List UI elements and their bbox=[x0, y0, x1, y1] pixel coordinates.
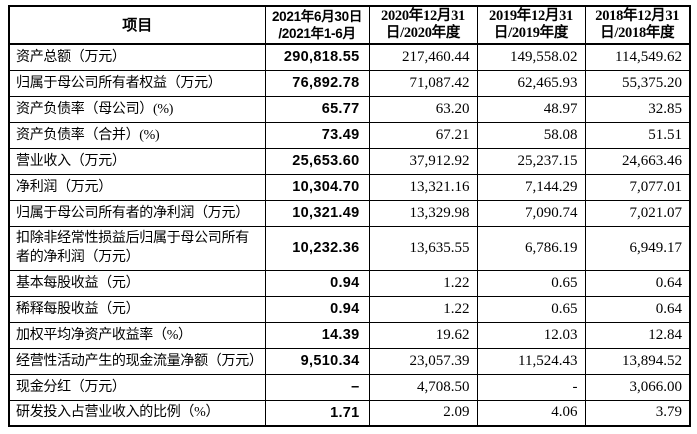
cell-value: 0.65 bbox=[476, 269, 586, 297]
cell-value: 73.49 bbox=[264, 121, 370, 149]
cell-value: 63.20 bbox=[368, 95, 478, 123]
financial-summary-table: 项目 2021年6月30日 /2021年1-6月 2020年12月31 日/2020… bbox=[8, 5, 691, 427]
cell-value: 58.08 bbox=[476, 121, 586, 149]
row-label: 归属于母公司所有者权益（万元） bbox=[8, 69, 266, 97]
cell-value: 1.71 bbox=[264, 399, 370, 427]
row-label: 资产负债率（合并）(%) bbox=[8, 121, 266, 149]
table-row: 归属于母公司所有者权益（万元） 76,892.78 71,087.42 62,465.… bbox=[8, 69, 691, 97]
row-label: 扣除非经常性损益后归属于母公司所有者的净利润（万元） bbox=[8, 225, 266, 271]
table-row: 资产负债率（母公司）(%) 65.77 63.20 48.97 32.85 bbox=[8, 95, 691, 123]
column-header-3: 2019年12月31 日/2019年度 bbox=[476, 5, 586, 45]
cell-value: 14.39 bbox=[264, 321, 370, 349]
table-row: 扣除非经常性损益后归属于母公司所有者的净利润（万元） 10,232.36 13,63… bbox=[8, 225, 691, 271]
cell-value: 0.94 bbox=[264, 269, 370, 297]
row-label: 资产负债率（母公司）(%) bbox=[8, 95, 266, 123]
cell-value: 7,090.74 bbox=[476, 199, 586, 227]
cell-value: 11,524.43 bbox=[476, 347, 586, 375]
table-row: 研发投入占营业收入的比例（%） 1.71 2.09 4.06 3.79 bbox=[8, 399, 691, 427]
cell-value: 0.94 bbox=[264, 295, 370, 323]
cell-value: 0.64 bbox=[584, 269, 691, 297]
cell-value: 23,057.39 bbox=[368, 347, 478, 375]
row-label: 稀释每股收益（元） bbox=[8, 295, 266, 323]
cell-value: 7,144.29 bbox=[476, 173, 586, 201]
cell-value: 4.06 bbox=[476, 399, 586, 427]
cell-value: 1.22 bbox=[368, 295, 478, 323]
row-label: 资产总额（万元） bbox=[8, 43, 266, 71]
table-row: 稀释每股收益（元） 0.94 1.22 0.65 0.64 bbox=[8, 295, 691, 323]
cell-value: 6,786.19 bbox=[476, 225, 586, 271]
row-label: 营业收入（万元） bbox=[8, 147, 266, 175]
cell-value: 32.85 bbox=[584, 95, 691, 123]
table-body: 资产总额（万元） 290,818.55 217,460.44 149,558.02 11… bbox=[8, 43, 691, 427]
cell-value: 62,465.93 bbox=[476, 69, 586, 97]
cell-value: 1.22 bbox=[368, 269, 478, 297]
cell-value: 13,635.55 bbox=[368, 225, 478, 271]
table-row: 营业收入（万元） 25,653.60 37,912.92 25,237.15 24,66… bbox=[8, 147, 691, 175]
cell-value: 65.77 bbox=[264, 95, 370, 123]
table-row: 归属于母公司所有者的净利润（万元） 10,321.49 13,329.98 7,090… bbox=[8, 199, 691, 227]
cell-value: 12.03 bbox=[476, 321, 586, 349]
cell-value: 3,066.00 bbox=[584, 373, 691, 401]
cell-value: 290,818.55 bbox=[264, 43, 370, 71]
cell-value: 48.97 bbox=[476, 95, 586, 123]
cell-value: 25,237.15 bbox=[476, 147, 586, 175]
row-label: 经营性活动产生的现金流量净额（万元） bbox=[8, 347, 266, 375]
column-header-2: 2020年12月31 日/2020年度 bbox=[368, 5, 478, 45]
cell-value: 25,653.60 bbox=[264, 147, 370, 175]
cell-value: 19.62 bbox=[368, 321, 478, 349]
row-label: 研发投入占营业收入的比例（%） bbox=[8, 399, 266, 427]
cell-value: 24,663.46 bbox=[584, 147, 691, 175]
cell-value: 0.64 bbox=[584, 295, 691, 323]
cell-value: 67.21 bbox=[368, 121, 478, 149]
header-row: 项目 2021年6月30日 /2021年1-6月 2020年12月31 日/2020… bbox=[8, 5, 691, 45]
cell-value: 71,087.42 bbox=[368, 69, 478, 97]
table-row: 经营性活动产生的现金流量净额（万元） 9,510.34 23,057.39 11,52… bbox=[8, 347, 691, 375]
cell-value: 3.79 bbox=[584, 399, 691, 427]
cell-value: 7,021.07 bbox=[584, 199, 691, 227]
cell-value: 55,375.20 bbox=[584, 69, 691, 97]
cell-value: 0.65 bbox=[476, 295, 586, 323]
cell-value: - bbox=[476, 373, 586, 401]
table-header: 项目 2021年6月30日 /2021年1-6月 2020年12月31 日/2020… bbox=[8, 5, 691, 45]
row-label: 现金分红（万元） bbox=[8, 373, 266, 401]
cell-value: 149,558.02 bbox=[476, 43, 586, 71]
table-row: 基本每股收益（元） 0.94 1.22 0.65 0.64 bbox=[8, 269, 691, 297]
row-label: 加权平均净资产收益率（%） bbox=[8, 321, 266, 349]
cell-value: 13,894.52 bbox=[584, 347, 691, 375]
cell-value: 7,077.01 bbox=[584, 173, 691, 201]
table-row: 净利润（万元） 10,304.70 13,321.16 7,144.29 7,077.0… bbox=[8, 173, 691, 201]
table-row: 资产负债率（合并）(%) 73.49 67.21 58.08 51.51 bbox=[8, 121, 691, 149]
column-header-4: 2018年12月31 日/2018年度 bbox=[584, 5, 691, 45]
table-row: 加权平均净资产收益率（%） 14.39 19.62 12.03 12.84 bbox=[8, 321, 691, 349]
cell-value: 10,321.49 bbox=[264, 199, 370, 227]
cell-value: 10,232.36 bbox=[264, 225, 370, 271]
cell-value: 51.51 bbox=[584, 121, 691, 149]
cell-value: 217,460.44 bbox=[368, 43, 478, 71]
cell-value: 12.84 bbox=[584, 321, 691, 349]
cell-value: 37,912.92 bbox=[368, 147, 478, 175]
cell-value: – bbox=[264, 373, 370, 401]
table-row: 资产总额（万元） 290,818.55 217,460.44 149,558.02 11… bbox=[8, 43, 691, 71]
cell-value: 10,304.70 bbox=[264, 173, 370, 201]
cell-value: 114,549.62 bbox=[584, 43, 691, 71]
row-label: 基本每股收益（元） bbox=[8, 269, 266, 297]
column-header-0: 项目 bbox=[8, 5, 266, 45]
cell-value: 4,708.50 bbox=[368, 373, 478, 401]
cell-value: 13,321.16 bbox=[368, 173, 478, 201]
cell-value: 76,892.78 bbox=[264, 69, 370, 97]
cell-value: 6,949.17 bbox=[584, 225, 691, 271]
column-header-1: 2021年6月30日 /2021年1-6月 bbox=[264, 5, 370, 45]
table-row: 现金分红（万元） –4,708.50-3,066.00 bbox=[8, 373, 691, 401]
cell-value: 2.09 bbox=[368, 399, 478, 427]
cell-value: 13,329.98 bbox=[368, 199, 478, 227]
row-label: 净利润（万元） bbox=[8, 173, 266, 201]
row-label: 归属于母公司所有者的净利润（万元） bbox=[8, 199, 266, 227]
cell-value: 9,510.34 bbox=[264, 347, 370, 375]
